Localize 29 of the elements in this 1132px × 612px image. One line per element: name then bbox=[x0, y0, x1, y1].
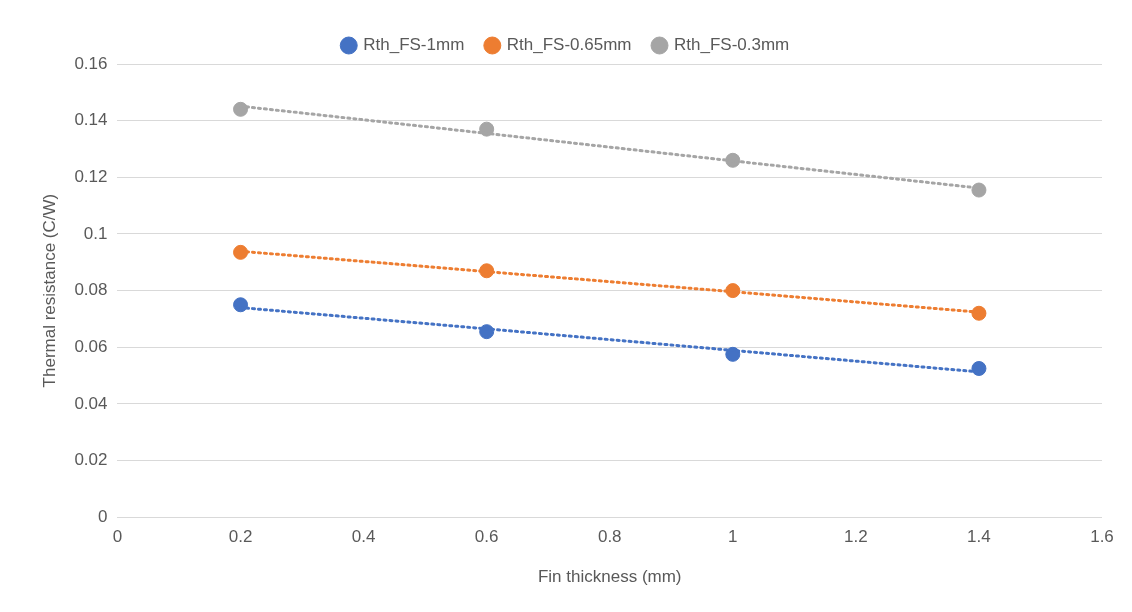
point bbox=[233, 297, 249, 313]
y-tick-label: 0.02 bbox=[74, 450, 108, 470]
point bbox=[971, 305, 987, 321]
x-tick-label: 0.2 bbox=[228, 527, 253, 547]
y-axis-title: Thermal resistance (C/W) bbox=[39, 193, 59, 388]
y-tick-label: 0.14 bbox=[74, 110, 108, 130]
x-axis-title: Fin thickness (mm) bbox=[537, 567, 682, 587]
y-tick-label: 0.16 bbox=[74, 53, 108, 73]
x-tick-label: 0.8 bbox=[597, 527, 622, 547]
y-tick-label: 0.04 bbox=[74, 393, 108, 413]
y-tick-label: 0.08 bbox=[74, 280, 108, 300]
y-tick-label: 0.12 bbox=[74, 166, 108, 186]
point bbox=[233, 244, 249, 260]
point bbox=[971, 360, 987, 376]
y-tick-label: 0.1 bbox=[83, 223, 108, 243]
x-tick-label: 1.6 bbox=[1090, 527, 1114, 547]
y-tick-label: 0.06 bbox=[74, 336, 108, 356]
point bbox=[971, 182, 987, 198]
x-tick-label: 0.6 bbox=[474, 527, 499, 547]
x-tick-label: 1.2 bbox=[844, 527, 868, 547]
y-tick-label: 0 bbox=[98, 506, 108, 526]
legend-label: Rth_FS-1mm bbox=[363, 35, 465, 55]
x-tick-label: 0.4 bbox=[351, 527, 376, 547]
legend-label: Rth_FS-0.65mm bbox=[506, 35, 632, 55]
legend-label: Rth_FS-0.3mm bbox=[674, 35, 790, 55]
point bbox=[233, 101, 249, 117]
x-tick-label: 1.4 bbox=[967, 527, 991, 547]
x-tick-label: 0 bbox=[112, 527, 123, 547]
x-tick-label: 1 bbox=[728, 527, 738, 547]
